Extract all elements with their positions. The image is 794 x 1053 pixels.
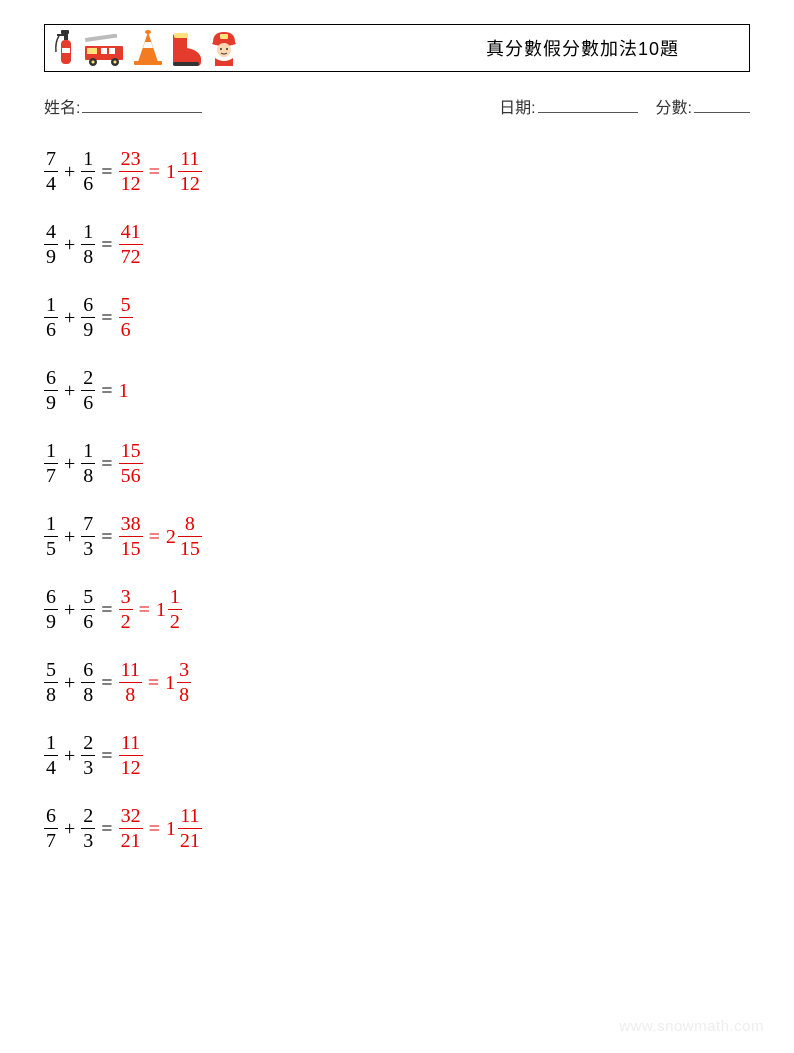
answer-int: 1 <box>119 381 129 401</box>
plus-sign: + <box>58 235 81 255</box>
whole-part: 1 <box>165 673 177 693</box>
fraction: 16 <box>81 148 95 195</box>
header-row: 真分數假分數加法10題 <box>44 24 750 72</box>
mixed-number: 11112 <box>166 148 202 195</box>
fraction: 23 <box>81 805 95 852</box>
fraction: 15 <box>44 513 58 560</box>
fraction: 16 <box>44 294 58 341</box>
fraction: 56 <box>119 294 133 341</box>
plus-sign: + <box>58 746 81 766</box>
whole-part: 2 <box>166 527 178 547</box>
plus-sign: + <box>58 162 81 182</box>
worksheet-title: 真分數假分數加法10題 <box>486 35 739 61</box>
whole-part: 1 <box>166 162 178 182</box>
problem-row: 67+23=3221=11121 <box>44 805 750 852</box>
header-icons <box>51 28 241 68</box>
fraction: 38 <box>177 659 191 706</box>
firefighter-icon <box>207 28 241 68</box>
equals-sign: = <box>95 454 118 474</box>
problem-row: 17+18=1556 <box>44 440 750 487</box>
fraction: 118 <box>119 659 142 706</box>
fraction: 3815 <box>119 513 143 560</box>
date-label: 日期: <box>499 94 535 118</box>
equals-sign: = <box>142 673 165 693</box>
problem-row: 74+16=2312=11112 <box>44 148 750 195</box>
fraction: 26 <box>81 367 95 414</box>
problem-row: 14+23=1112 <box>44 732 750 779</box>
fraction: 3221 <box>119 805 143 852</box>
problem-row: 15+73=3815=2815 <box>44 513 750 560</box>
fraction: 67 <box>44 805 58 852</box>
mixed-number: 11121 <box>166 805 202 852</box>
boot-icon <box>169 30 203 68</box>
fraction: 23 <box>81 732 95 779</box>
equals-sign: = <box>95 600 118 620</box>
fraction: 69 <box>81 294 95 341</box>
equals-sign: = <box>95 308 118 328</box>
problems-list: 74+16=2312=1111249+18=417216+69=5669+26=… <box>44 148 750 852</box>
plus-sign: + <box>58 527 81 547</box>
fraction: 1556 <box>119 440 143 487</box>
fraction: 1121 <box>178 805 202 852</box>
fraction: 12 <box>168 586 182 633</box>
score-label: 分數: <box>656 94 692 118</box>
equals-sign: = <box>133 600 156 620</box>
equals-sign: = <box>95 527 118 547</box>
equals-sign: = <box>95 673 118 693</box>
equals-sign: = <box>95 819 118 839</box>
fire-truck-icon <box>83 34 127 68</box>
problem-row: 16+69=56 <box>44 294 750 341</box>
mixed-number: 138 <box>165 659 191 706</box>
plus-sign: + <box>58 600 81 620</box>
equals-sign: = <box>143 819 166 839</box>
fire-extinguisher-icon <box>51 28 79 68</box>
problem-row: 49+18=4172 <box>44 221 750 268</box>
equals-sign: = <box>95 235 118 255</box>
mixed-number: 2815 <box>166 513 202 560</box>
date-blank[interactable] <box>538 95 638 113</box>
worksheet-page: 真分數假分數加法10題 姓名: 日期: 分數: 74+16=2312=11112… <box>0 0 794 1053</box>
fraction: 18 <box>81 221 95 268</box>
fraction: 68 <box>81 659 95 706</box>
watermark: www.snowmath.com <box>619 1018 764 1035</box>
fraction: 1112 <box>119 732 143 779</box>
name-blank[interactable] <box>82 95 202 113</box>
fraction: 4172 <box>119 221 143 268</box>
equals-sign: = <box>95 746 118 766</box>
plus-sign: + <box>58 673 81 693</box>
fraction: 69 <box>44 586 58 633</box>
info-row: 姓名: 日期: 分數: <box>44 94 750 118</box>
fraction: 32 <box>119 586 133 633</box>
problem-row: 69+26=1 <box>44 367 750 414</box>
fraction: 73 <box>81 513 95 560</box>
problem-row: 69+56=32=112 <box>44 586 750 633</box>
equals-sign: = <box>95 162 118 182</box>
fraction: 2312 <box>119 148 143 195</box>
equals-sign: = <box>143 527 166 547</box>
plus-sign: + <box>58 819 81 839</box>
problem-row: 58+68=118=138 <box>44 659 750 706</box>
equals-sign: = <box>143 162 166 182</box>
name-label: 姓名: <box>44 94 80 118</box>
fraction: 14 <box>44 732 58 779</box>
mixed-number: 112 <box>156 586 182 633</box>
fraction: 18 <box>81 440 95 487</box>
fraction: 49 <box>44 221 58 268</box>
fraction: 815 <box>178 513 202 560</box>
plus-sign: + <box>58 454 81 474</box>
fraction: 58 <box>44 659 58 706</box>
fraction: 56 <box>81 586 95 633</box>
equals-sign: = <box>95 381 118 401</box>
fraction: 1112 <box>178 148 202 195</box>
score-blank[interactable] <box>694 95 750 113</box>
fraction: 69 <box>44 367 58 414</box>
plus-sign: + <box>58 381 81 401</box>
whole-part: 1 <box>156 600 168 620</box>
plus-sign: + <box>58 308 81 328</box>
fraction: 17 <box>44 440 58 487</box>
fraction: 74 <box>44 148 58 195</box>
traffic-cone-icon <box>131 28 165 68</box>
whole-part: 1 <box>166 819 178 839</box>
